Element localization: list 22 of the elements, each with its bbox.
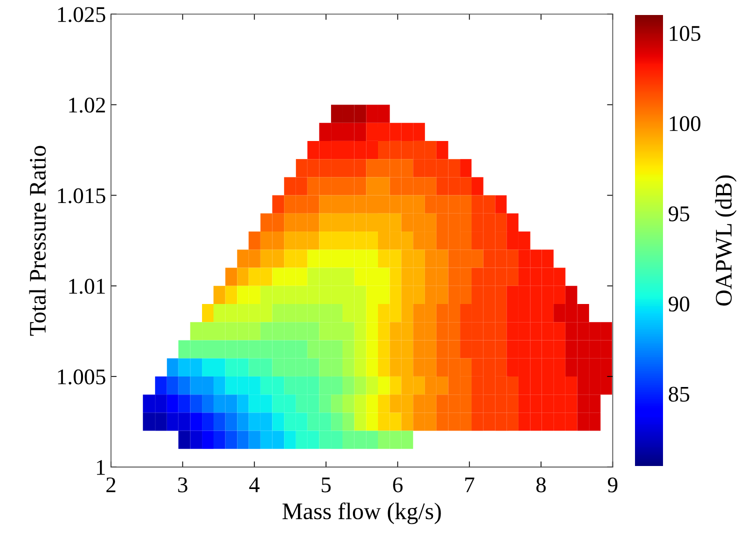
y-tick-label: 1.01 <box>69 278 105 294</box>
x-tick-label: 4 <box>249 478 260 492</box>
x-tick-label: 7 <box>465 478 474 492</box>
y-tick-label: 1.015 <box>58 188 106 204</box>
y-tick-label: 1.005 <box>58 369 106 384</box>
color-bar-label: 85 <box>668 386 690 402</box>
x-axis-title: Mass flow (kg/s) <box>282 502 441 524</box>
x-tick-label: 5 <box>322 478 331 492</box>
x-tick-label: 8 <box>536 477 546 492</box>
color-bar-label: 90 <box>668 296 690 312</box>
color-bar-label: 100 <box>670 116 700 132</box>
y-tick-label: 1 <box>96 460 105 475</box>
x-tick-label: 3 <box>178 477 188 492</box>
color-bar-label: 95 <box>668 206 690 222</box>
color-bar-title: OAPWL (dB) <box>715 175 737 306</box>
y-tick-label: 1.02 <box>69 98 105 113</box>
y-tick-label: 1.025 <box>58 7 106 22</box>
color-bar-label: 105 <box>670 26 700 41</box>
x-tick-label: 2 <box>106 477 116 492</box>
y-axis-title: Total Pressure Ratio <box>29 146 46 336</box>
x-tick-label: 9 <box>608 477 618 492</box>
x-tick-label: 6 <box>393 477 403 492</box>
